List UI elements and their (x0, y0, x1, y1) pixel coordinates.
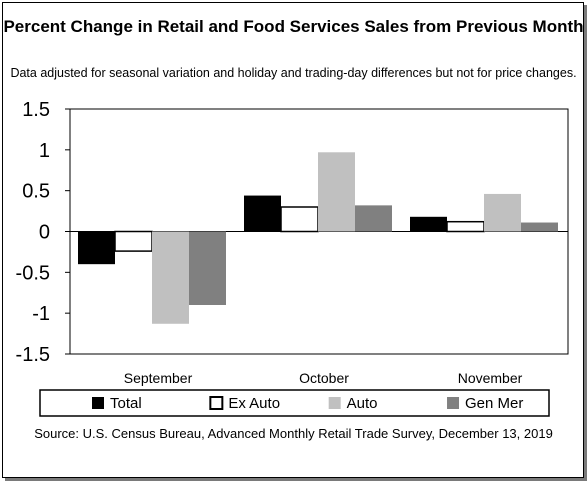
bar-auto-october (318, 152, 355, 232)
legend-swatch-gen-mer (447, 397, 460, 409)
y-tick-label: 0 (39, 222, 50, 244)
legend-box (39, 389, 550, 417)
bar-auto-november (484, 193, 521, 232)
bar-total-november (410, 216, 447, 232)
legend-label: Total (110, 395, 142, 412)
bar-gen-mer-september (189, 231, 226, 305)
bar-ex-auto-october (280, 206, 319, 233)
y-tick-label: 0.5 (22, 181, 50, 203)
x-category-label: November (458, 370, 523, 386)
bar-total-september (78, 231, 115, 265)
y-tick-label: -1 (32, 303, 50, 325)
chart-subtitle: Data adjusted for seasonal variation and… (10, 66, 577, 80)
bar-gen-mer-october (355, 205, 392, 232)
bar-total-october (244, 195, 281, 232)
chart-title: Percent Change in Retail and Food Servic… (3, 17, 584, 36)
y-tick-label: -0.5 (16, 262, 50, 284)
legend-swatch-ex-auto (209, 396, 224, 410)
y-tick-label: -1.5 (16, 344, 50, 366)
x-category-label: October (299, 370, 349, 386)
legend-label: Auto (347, 395, 378, 412)
bar-ex-auto-november (446, 220, 485, 233)
bar-auto-september (152, 231, 189, 324)
legend-swatch-auto (328, 397, 341, 409)
y-tick-label: 1 (39, 140, 50, 162)
chart-source: Source: U.S. Census Bureau, Advanced Mon… (34, 426, 553, 441)
bar-gen-mer-november (521, 222, 558, 232)
bar-ex-auto-september (114, 230, 153, 252)
x-category-label: September (124, 370, 193, 386)
y-tick-label: 1.5 (22, 99, 50, 121)
legend-swatch-total (92, 397, 104, 409)
legend-label: Ex Auto (228, 395, 280, 412)
legend-label: Gen Mer (465, 395, 523, 412)
